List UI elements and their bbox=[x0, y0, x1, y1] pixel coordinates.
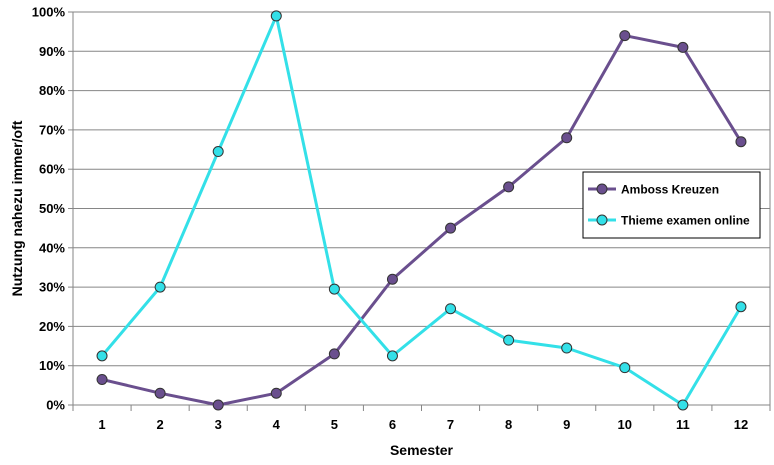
data-point bbox=[154, 387, 166, 399]
y-axis-title: Nutzung nahezu immer/oft bbox=[9, 120, 25, 296]
x-tick-label: 1 bbox=[98, 417, 105, 432]
x-tick-label: 2 bbox=[157, 417, 164, 432]
x-tick-label: 7 bbox=[447, 417, 454, 432]
x-tick-label: 8 bbox=[505, 417, 512, 432]
data-point bbox=[386, 350, 398, 362]
data-point bbox=[96, 350, 108, 362]
data-point bbox=[619, 30, 631, 42]
data-point bbox=[445, 222, 457, 234]
data-point bbox=[386, 273, 398, 285]
x-axis-title: Semester bbox=[390, 442, 454, 458]
x-tick-labels: 1 2 3 4 5 6 7 8 9 10 11 12 bbox=[98, 417, 748, 432]
data-point bbox=[328, 348, 340, 360]
legend-box bbox=[582, 171, 761, 239]
y-tick-label: 40% bbox=[39, 240, 65, 255]
data-point bbox=[561, 132, 573, 144]
x-tick-label: 9 bbox=[563, 417, 570, 432]
y-tick-label: 30% bbox=[39, 280, 65, 295]
data-point bbox=[619, 362, 631, 374]
series-line bbox=[101, 34, 743, 407]
data-point bbox=[154, 281, 166, 293]
gridlines bbox=[68, 11, 770, 406]
axes bbox=[72, 12, 771, 411]
y-tick-label: 90% bbox=[39, 44, 65, 59]
data-point bbox=[270, 387, 282, 399]
data-point bbox=[270, 10, 282, 22]
data-point bbox=[212, 399, 224, 411]
legend-item: Amboss Kreuzen bbox=[588, 183, 719, 197]
legend: Amboss Kreuzen Thieme examen online bbox=[582, 171, 761, 239]
y-tick-label: 0% bbox=[46, 398, 65, 413]
series-line bbox=[100, 14, 743, 407]
data-point bbox=[445, 303, 457, 315]
data-point bbox=[561, 342, 573, 354]
series bbox=[96, 10, 747, 411]
legend-label: Thieme examen online bbox=[621, 214, 750, 228]
data-point bbox=[677, 41, 689, 53]
data-point bbox=[735, 301, 747, 313]
x-tick-label: 4 bbox=[273, 417, 281, 432]
y-tick-label: 100% bbox=[32, 5, 66, 20]
data-point bbox=[503, 181, 515, 193]
x-tick-label: 12 bbox=[734, 417, 748, 432]
legend-marker bbox=[596, 183, 608, 195]
x-tick-label: 5 bbox=[331, 417, 338, 432]
data-point bbox=[677, 399, 689, 411]
y-tick-labels: 0% 10% 20% 30% 40% 50% 60% 70% 80% 90% 100% bbox=[32, 5, 66, 413]
y-tick-label: 20% bbox=[39, 319, 65, 334]
data-point bbox=[328, 283, 340, 295]
y-tick-label: 70% bbox=[39, 122, 65, 137]
x-tick-label: 10 bbox=[618, 417, 632, 432]
legend-label: Amboss Kreuzen bbox=[621, 183, 719, 197]
data-point bbox=[735, 136, 747, 148]
y-tick-label: 80% bbox=[39, 83, 65, 98]
x-tick-label: 3 bbox=[215, 417, 222, 432]
series-2 bbox=[96, 10, 747, 411]
legend-marker bbox=[596, 214, 608, 226]
x-tick-label: 6 bbox=[389, 417, 396, 432]
data-point bbox=[96, 373, 108, 385]
y-tick-label: 50% bbox=[39, 201, 65, 216]
y-tick-label: 10% bbox=[39, 358, 65, 373]
data-point bbox=[503, 334, 515, 346]
legend-item: Thieme examen online bbox=[588, 214, 750, 228]
y-tick-label: 60% bbox=[39, 162, 65, 177]
data-point bbox=[212, 146, 224, 158]
series-1 bbox=[96, 30, 747, 411]
x-tick-label: 11 bbox=[676, 417, 690, 432]
